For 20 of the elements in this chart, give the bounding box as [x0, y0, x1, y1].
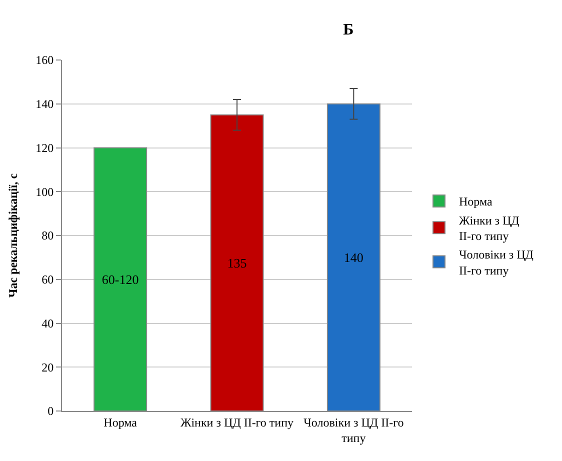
y-tick-label: 80: [42, 228, 54, 243]
y-tick-label: 60: [42, 272, 54, 287]
legend-label: Чоловіки з ЦД ІІ-го типу: [459, 248, 534, 278]
y-tick-label: 160: [36, 53, 54, 68]
y-tick-label: 100: [36, 184, 54, 199]
x-tick-label: Жінки з ЦД ІІ-го типу: [180, 415, 294, 430]
x-tick-label: Норма: [104, 415, 138, 430]
legend-label: Жінки з ЦД ІІ-го типу: [459, 213, 520, 244]
y-tick-label: 0: [48, 404, 54, 418]
y-tick-label: 140: [36, 97, 54, 112]
chart-title: Б: [343, 21, 354, 38]
data-label: 140: [344, 250, 364, 265]
y-tick-label: 120: [36, 140, 54, 155]
y-tick-label: 20: [42, 360, 54, 374]
data-label: 135: [227, 255, 247, 270]
legend-label: Норма: [459, 194, 493, 209]
y-axis-title: Час рекальцифікації, с: [6, 172, 20, 298]
y-tick-label: 40: [42, 316, 54, 330]
data-label: 60-120: [102, 272, 139, 287]
x-tick-label: Чоловіки з ЦД ІІ-го типу: [304, 415, 404, 445]
